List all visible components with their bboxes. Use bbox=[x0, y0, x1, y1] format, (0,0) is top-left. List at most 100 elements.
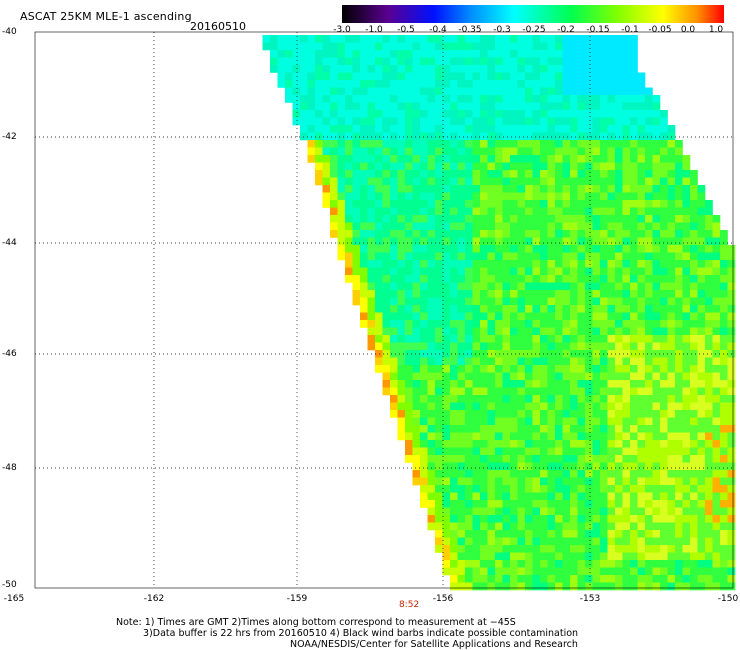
swath-cell bbox=[420, 440, 428, 448]
swath-cell bbox=[465, 560, 473, 568]
swath-cell bbox=[457, 582, 466, 591]
swath-cell bbox=[562, 80, 571, 88]
swath-cell bbox=[495, 365, 503, 373]
swath-cell bbox=[667, 282, 676, 291]
swath-cell bbox=[615, 35, 623, 43]
swath-cell bbox=[532, 335, 541, 343]
swath-cell bbox=[555, 402, 563, 411]
swath-cell bbox=[570, 95, 578, 103]
swath-cell bbox=[480, 387, 488, 396]
swath-cell bbox=[690, 267, 698, 276]
swath-cell bbox=[360, 155, 368, 163]
swath-cell bbox=[652, 290, 661, 298]
swath-cell bbox=[517, 35, 526, 43]
swath-cell bbox=[495, 320, 503, 328]
swath-cell bbox=[712, 402, 721, 411]
swath-cell bbox=[472, 395, 481, 403]
swath-cell bbox=[442, 200, 451, 208]
swath-cell bbox=[660, 192, 668, 201]
swath-cell bbox=[727, 455, 736, 463]
swath-cell bbox=[495, 65, 503, 73]
swath-cell bbox=[532, 72, 541, 81]
swath-cell bbox=[465, 95, 473, 103]
swath-cell bbox=[607, 177, 616, 186]
swath-cell bbox=[397, 192, 406, 201]
swath-cell bbox=[495, 410, 503, 418]
swath-cell bbox=[405, 312, 413, 321]
swath-cell bbox=[585, 162, 593, 171]
swath-cell bbox=[405, 425, 413, 433]
swath-cell bbox=[420, 125, 428, 133]
swath-cell bbox=[645, 537, 653, 546]
swath-cell bbox=[592, 567, 601, 576]
swath-cell bbox=[615, 245, 623, 253]
swath-cell bbox=[652, 477, 661, 486]
swath-cell bbox=[630, 327, 638, 336]
swath-cell bbox=[607, 245, 616, 253]
swath-cell bbox=[360, 200, 368, 208]
swath-cell bbox=[532, 110, 541, 118]
swath-cell bbox=[510, 185, 518, 193]
swath-cell bbox=[712, 507, 721, 516]
swath-cell bbox=[480, 530, 488, 538]
swath-cell bbox=[435, 162, 443, 171]
swath-cell bbox=[480, 110, 488, 118]
swath-cell bbox=[585, 222, 593, 231]
swath-cell bbox=[555, 410, 563, 418]
swath-cell bbox=[412, 477, 421, 486]
swath-cell bbox=[412, 80, 421, 88]
swath-cell bbox=[292, 57, 301, 66]
swath-cell bbox=[352, 252, 361, 261]
swath-cell bbox=[442, 117, 451, 126]
swath-cell bbox=[480, 267, 488, 276]
swath-cell bbox=[517, 522, 526, 531]
swath-cell bbox=[720, 252, 728, 261]
swath-cell bbox=[570, 545, 578, 553]
swath-cell bbox=[405, 207, 413, 216]
swath-cell bbox=[397, 230, 406, 238]
swath-cell bbox=[292, 87, 301, 96]
swath-cell bbox=[517, 260, 526, 268]
swath-cell bbox=[675, 177, 683, 186]
swath-cell bbox=[570, 245, 578, 253]
swath-cell bbox=[502, 185, 511, 193]
swath-cell bbox=[652, 162, 661, 171]
swath-cell bbox=[510, 530, 518, 538]
swath-cell bbox=[502, 350, 511, 358]
swath-cell bbox=[622, 50, 631, 58]
swath-cell bbox=[600, 80, 608, 88]
swath-cell bbox=[615, 102, 623, 111]
swath-cell bbox=[375, 245, 383, 253]
swath-cell bbox=[592, 395, 601, 403]
swath-cell bbox=[517, 65, 526, 73]
swath-cell bbox=[510, 155, 518, 163]
swath-cell bbox=[547, 440, 556, 448]
swath-cell bbox=[465, 215, 473, 223]
swath-cell bbox=[540, 455, 548, 463]
swath-cell bbox=[697, 282, 706, 291]
swath-cell bbox=[525, 87, 533, 96]
swath-cell bbox=[457, 50, 466, 58]
swath-cell bbox=[675, 552, 683, 561]
swath-cell bbox=[382, 312, 391, 321]
swath-cell bbox=[427, 515, 436, 523]
swath-cell bbox=[510, 567, 518, 576]
swath-cell bbox=[667, 410, 676, 418]
swath-cell bbox=[360, 252, 368, 261]
swath-cell bbox=[502, 515, 511, 523]
swath-cell bbox=[592, 65, 601, 73]
swath-cell bbox=[442, 515, 451, 523]
swath-cell bbox=[487, 410, 496, 418]
swath-cell bbox=[705, 350, 713, 358]
swath-cell bbox=[352, 125, 361, 133]
swath-cell bbox=[637, 260, 646, 268]
swath-cell bbox=[592, 492, 601, 501]
swath-cell bbox=[570, 447, 578, 456]
swath-cell bbox=[577, 372, 586, 381]
swath-cell bbox=[547, 522, 556, 531]
swath-cell bbox=[570, 327, 578, 336]
swath-cell bbox=[457, 207, 466, 216]
swath-cell bbox=[540, 215, 548, 223]
swath-cell bbox=[292, 110, 301, 118]
swath-cell bbox=[592, 297, 601, 306]
